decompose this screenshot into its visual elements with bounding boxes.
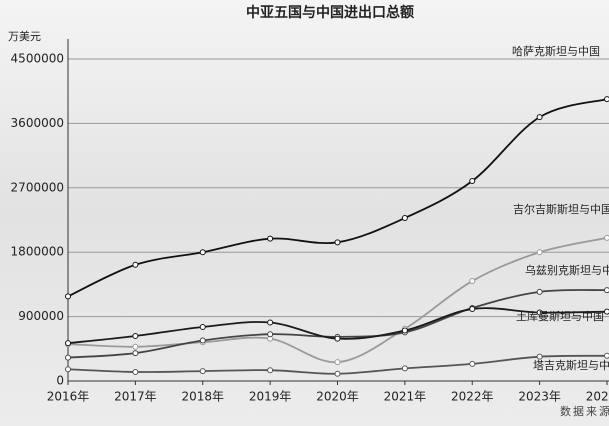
data-point: [267, 331, 274, 338]
data-point: [469, 178, 476, 185]
data-point: [469, 305, 476, 312]
data-point: [469, 278, 476, 285]
x-tick-label: 2017年: [114, 390, 157, 404]
data-point: [604, 234, 609, 241]
data-point: [65, 340, 71, 347]
data-point: [401, 365, 408, 372]
data-point: [199, 368, 206, 375]
series-label: 土库曼斯坦与中国: [516, 309, 604, 323]
x-tick-label: 2023年: [518, 390, 561, 404]
data-point: [536, 353, 543, 360]
y-tick-label: 1800000: [11, 245, 64, 259]
data-point: [132, 350, 139, 357]
series-label: 乌兹别克斯坦与中国: [525, 263, 609, 277]
data-point: [132, 368, 139, 375]
data-point: [536, 309, 543, 316]
y-tick-label: 2700000: [11, 180, 64, 194]
x-tick-label: 2024年: [586, 390, 609, 404]
data-point: [199, 249, 206, 256]
data-point: [604, 308, 609, 315]
y-tick-label: 900000: [18, 309, 64, 323]
data-point: [536, 249, 543, 256]
source: 数据来源: [560, 404, 609, 418]
data-point: [604, 352, 609, 359]
data-point: [401, 214, 408, 221]
data-point: [65, 366, 71, 373]
x-tick-label: 2021年: [384, 390, 427, 404]
chart-title: 中亚五国与中国进出口总额: [246, 4, 414, 21]
data-point: [267, 367, 274, 374]
data-point: [199, 323, 206, 330]
data-point: [334, 239, 341, 246]
data-point: [199, 337, 206, 344]
y-axis-label: 万美元: [8, 30, 41, 43]
data-point: [132, 343, 139, 350]
data-point: [536, 288, 543, 295]
data-point: [604, 287, 609, 294]
series-label: 塔吉克斯坦与中国: [533, 358, 609, 372]
x-tick-label: 2022年: [451, 390, 494, 404]
series-label: 哈萨克斯坦与中国: [512, 44, 600, 58]
data-point: [132, 332, 139, 339]
data-point: [536, 114, 543, 121]
y-tick-label: 4500000: [11, 52, 64, 66]
y-tick-label: 3600000: [11, 116, 64, 130]
data-point: [334, 370, 341, 377]
x-tick-label: 2019年: [249, 390, 292, 404]
data-point: [469, 360, 476, 367]
data-point: [334, 359, 341, 366]
data-point: [65, 293, 71, 300]
data-point: [65, 354, 71, 361]
data-point: [604, 96, 609, 103]
data-point: [267, 319, 274, 326]
x-tick-label: 2020年: [316, 390, 359, 404]
y-tick-label: 0: [56, 374, 64, 388]
data-point: [267, 235, 274, 242]
x-tick-label: 2016年: [47, 390, 90, 404]
series-label: 吉尔吉斯斯坦与中国: [513, 202, 609, 216]
x-tick-label: 2018年: [181, 390, 224, 404]
data-point: [132, 261, 139, 268]
data-point: [401, 327, 408, 334]
data-point: [334, 335, 341, 342]
